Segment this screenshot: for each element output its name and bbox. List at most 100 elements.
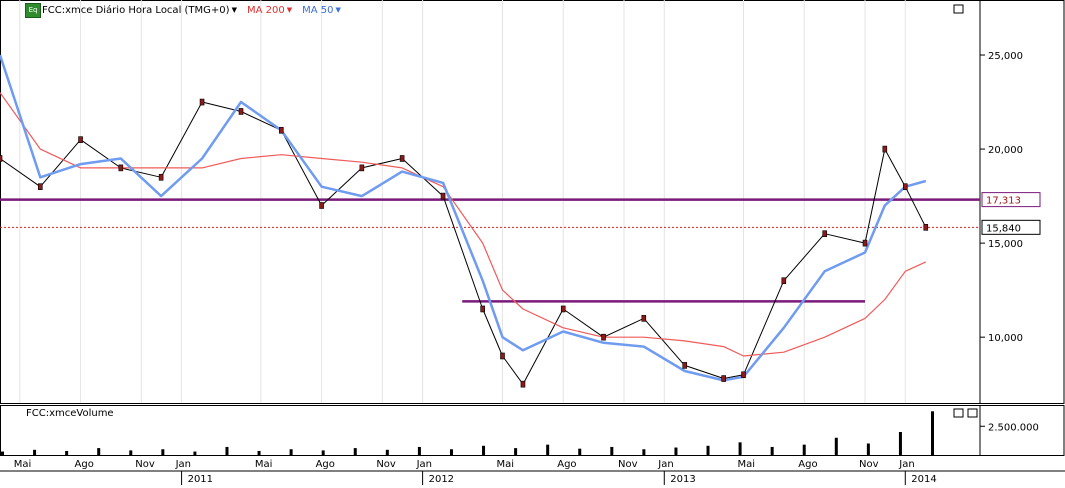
y-tick-label: 25,000: [988, 51, 1023, 62]
volume-bar: [385, 449, 389, 455]
volume-axis-frame: [979, 405, 1065, 456]
price-candle: [199, 98, 205, 106]
chart-header: FCC:xmce Diário Hora Local (TMG+0) ▼ MA …: [26, 3, 341, 17]
price-candle: [641, 315, 647, 322]
volume-tick-label: 2.500.000: [988, 422, 1039, 433]
price-candle: [359, 164, 365, 172]
year-label: 2014: [911, 474, 936, 485]
price-candle: [500, 352, 505, 360]
x-tick-label: Mai: [496, 459, 514, 470]
volume-bar: [161, 449, 165, 455]
volume-bar: [674, 447, 678, 455]
year-label: 2013: [670, 474, 695, 485]
volume-bar: [321, 450, 325, 455]
volume-panel-frame: [0, 405, 981, 456]
x-tick-label: Mai: [14, 459, 32, 470]
ma200-line: [0, 92, 927, 357]
volume-bar: [257, 450, 261, 455]
chevron-down-icon[interactable]: ▼: [231, 6, 237, 14]
volume-bar: [449, 449, 453, 455]
price-candle: [560, 305, 566, 313]
volume-bar: [33, 449, 37, 455]
volume-bar: [770, 446, 774, 455]
volume-bar: [898, 432, 902, 455]
ma50-label[interactable]: MA 50: [302, 4, 334, 16]
symbol-label[interactable]: FCC:xmce Diário Hora Local (TMG+0): [42, 4, 230, 16]
volume-bar: [610, 446, 614, 455]
volume-bar: [642, 449, 646, 455]
volume-bar: [1, 451, 4, 455]
price-panel-frame: [0, 0, 981, 404]
price-candle: [0, 155, 3, 162]
x-tick-label: Jan: [657, 459, 673, 470]
x-tick-label: Ago: [798, 459, 817, 470]
x-tick-label: Ago: [557, 459, 576, 470]
price-candle: [682, 362, 688, 369]
price-candle: [721, 375, 727, 382]
price-candle: [520, 380, 526, 388]
x-tick-label: Jan: [175, 459, 191, 470]
x-tick-label: Nov: [618, 459, 638, 470]
maximize-icon: [967, 408, 978, 418]
x-tick-label: Nov: [859, 459, 879, 470]
volume-bar: [417, 446, 421, 455]
maximize-icon: [953, 408, 964, 418]
maximize-icon: [953, 4, 964, 14]
price-candle: [278, 126, 284, 134]
price-candle: [862, 239, 868, 247]
volume-title: FCC:xmceVolume: [26, 408, 114, 419]
x-tick-label: Ago: [316, 459, 335, 470]
x-tick-label: Jan: [898, 459, 914, 470]
price-level-label: 15,840: [986, 223, 1021, 234]
volume-bar: [802, 444, 806, 455]
price-candle: [480, 305, 485, 313]
x-tick-label: Mai: [738, 459, 756, 470]
price-candle: [601, 333, 606, 341]
price-candle: [238, 108, 244, 115]
price-label-box: [981, 219, 1041, 235]
volume-bar: [834, 437, 838, 455]
price-label-box: [981, 192, 1041, 208]
volume-bar: [866, 443, 870, 455]
volume-bar: [514, 448, 518, 455]
price-level-label: 17,313: [986, 196, 1021, 207]
price-candle: [741, 371, 746, 379]
y-tick-label: 20,000: [988, 145, 1023, 156]
price-candle: [882, 145, 888, 153]
price-candle: [118, 164, 124, 172]
volume-bar: [706, 445, 710, 455]
x-tick-label: Jan: [416, 459, 432, 470]
volume-bar: [738, 442, 742, 455]
volume-bar: [193, 451, 197, 455]
chevron-down-icon[interactable]: ▼: [335, 6, 341, 14]
price-candle: [78, 136, 83, 143]
volume-bar: [225, 446, 229, 455]
year-label: 2011: [188, 474, 213, 485]
price-candle: [399, 155, 405, 162]
volume-bar: [482, 445, 486, 455]
equity-badge: Eq: [25, 3, 41, 18]
ma50-line: [0, 54, 927, 382]
volume-bar: [65, 450, 69, 455]
price-candle: [37, 183, 43, 190]
ma200-label[interactable]: MA 200: [246, 4, 285, 16]
price-candle: [319, 202, 324, 209]
volume-bar: [353, 448, 357, 455]
volume-bar: [289, 449, 293, 455]
x-tick-label: Ago: [75, 459, 94, 470]
volume-bar: [546, 444, 550, 455]
x-tick-label: Mai: [255, 459, 273, 470]
chevron-down-icon[interactable]: ▼: [286, 6, 293, 14]
volume-bar: [578, 448, 582, 455]
price-candle: [923, 224, 929, 231]
x-tick-label: Nov: [376, 459, 396, 470]
volume-bar: [129, 450, 133, 455]
price-candle: [822, 230, 828, 238]
volume-bar: [97, 448, 101, 455]
year-label: 2012: [429, 474, 454, 485]
price-candle: [158, 173, 164, 181]
price-candle: [902, 183, 908, 190]
price-candle: [781, 277, 787, 285]
